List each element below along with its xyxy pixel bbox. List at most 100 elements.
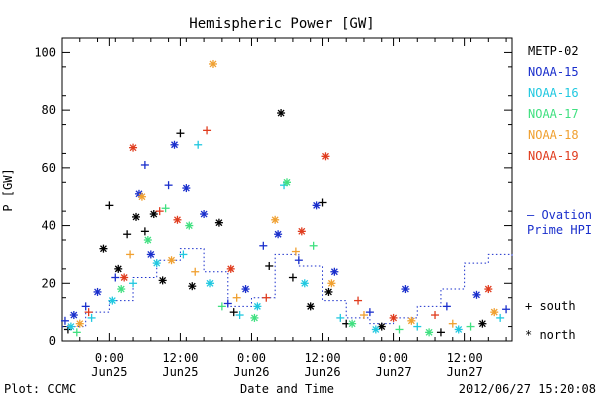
marker-stroke (185, 222, 193, 230)
data-point (84, 308, 93, 317)
ovation-label-line2: Prime HPI (527, 223, 592, 237)
marker-stroke (322, 152, 329, 160)
marker-stroke (67, 323, 75, 331)
data-point (312, 201, 321, 210)
marker-stroke (478, 320, 486, 328)
data-point (170, 140, 179, 149)
marker-stroke (188, 282, 196, 290)
marker-stroke (132, 213, 140, 221)
marker-stroke (330, 268, 338, 276)
data-point (140, 160, 149, 169)
marker-stroke (150, 210, 158, 218)
marker-legend-entry: * north (525, 328, 576, 342)
data-point (214, 218, 223, 227)
data-point (496, 313, 505, 322)
marker-stroke (271, 216, 279, 224)
data-point (336, 313, 345, 322)
marker-stroke (298, 227, 306, 235)
x-tick-label-date: Jun25 (91, 365, 127, 379)
data-points (60, 59, 511, 337)
data-point (176, 129, 185, 138)
data-point (401, 285, 410, 294)
marker-stroke (301, 279, 309, 287)
data-point (365, 308, 374, 317)
data-point (359, 311, 368, 320)
data-point (309, 241, 318, 250)
marker-stroke (182, 184, 190, 192)
ovation-legend: — Ovation Prime HPI (527, 208, 592, 237)
data-point (484, 285, 493, 294)
footer-right: 2012/06/27 15:20:08 (459, 382, 596, 396)
marker-stroke (425, 328, 433, 336)
data-point (327, 279, 336, 288)
data-point (389, 313, 398, 322)
data-point (188, 282, 197, 291)
marker-stroke (94, 288, 101, 296)
data-point (167, 256, 176, 265)
data-point (288, 273, 297, 282)
data-point (114, 264, 123, 273)
data-point (217, 302, 226, 311)
y-axis: 0 20 40 60 80 100 (34, 45, 512, 348)
data-point (235, 311, 244, 320)
marker-stroke (129, 144, 137, 152)
y-tick-label: 60 (42, 161, 56, 175)
legend-entry: NOAA-16 (528, 86, 579, 100)
data-point (413, 322, 422, 331)
data-point (81, 302, 90, 311)
data-point (241, 285, 250, 294)
ovation-hpi-line (62, 248, 513, 328)
x-tick-label-date: Jun26 (233, 365, 269, 379)
data-point (431, 311, 440, 320)
data-point (99, 244, 108, 253)
data-point (283, 178, 291, 187)
x-tick-label-date: Jun27 (447, 365, 483, 379)
marker-stroke (484, 285, 492, 293)
legend-entry: NOAA-17 (528, 107, 579, 121)
data-point (425, 328, 434, 337)
marker-stroke (147, 250, 155, 258)
data-point (262, 293, 271, 302)
data-point (108, 296, 117, 305)
x-tick-label-date: Jun27 (376, 365, 412, 379)
data-point (179, 250, 188, 259)
data-point (203, 126, 212, 135)
data-point (75, 319, 84, 328)
data-point (226, 264, 235, 273)
data-point (158, 276, 167, 285)
data-point (300, 279, 309, 288)
data-point (93, 287, 102, 296)
x-tick-label-time: 12:00 (304, 351, 340, 365)
data-point (126, 250, 135, 259)
marker-stroke (348, 320, 356, 328)
marker-stroke (117, 285, 125, 293)
marker-stroke (407, 317, 415, 325)
data-point (69, 311, 78, 320)
y-tick-label: 40 (42, 219, 56, 233)
data-point (291, 247, 300, 256)
data-point (120, 273, 129, 282)
data-point (371, 325, 380, 334)
data-point (466, 322, 475, 331)
data-point (129, 279, 138, 288)
marker-stroke (277, 109, 285, 117)
data-point (265, 261, 274, 270)
x-tick-label-date: Jun26 (304, 365, 340, 379)
data-point (185, 221, 194, 230)
data-point (155, 207, 164, 216)
data-point (206, 279, 215, 288)
data-point (395, 325, 404, 334)
x-tick-label-time: 0:00 (95, 351, 124, 365)
marker-stroke (378, 323, 386, 331)
data-point (123, 230, 132, 239)
x-tick-label-time: 12:00 (447, 351, 483, 365)
legend-entry: METP-02 (528, 44, 579, 58)
marker-legend: + south * north (525, 299, 576, 342)
legend-entry: NOAA-15 (528, 65, 579, 79)
marker-stroke (473, 291, 480, 299)
data-point (149, 210, 158, 219)
marker-stroke (114, 265, 122, 273)
data-point (105, 201, 114, 210)
marker-stroke (108, 297, 116, 305)
